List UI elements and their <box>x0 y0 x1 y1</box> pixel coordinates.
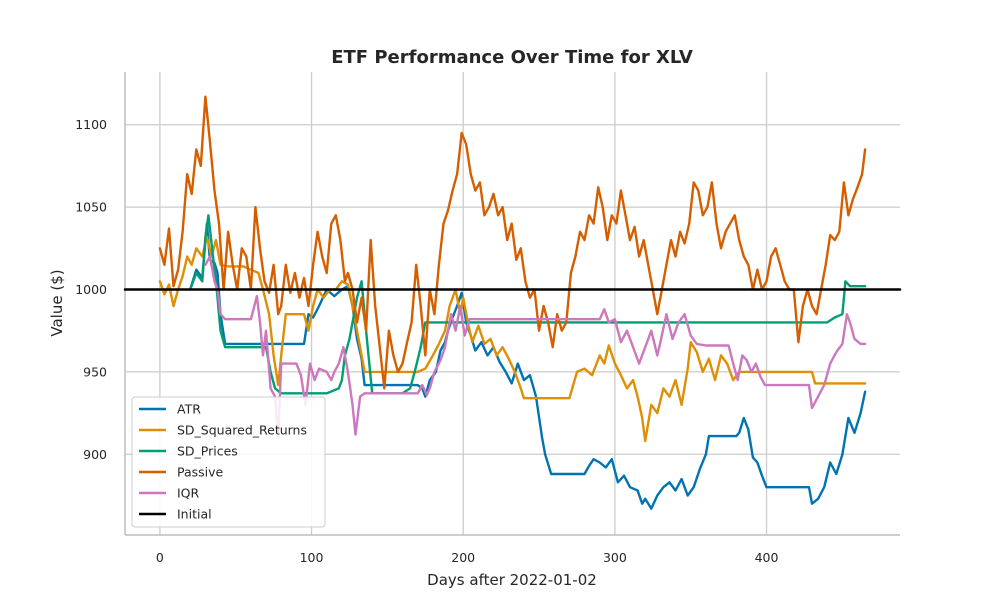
series-line-iqr <box>204 255 867 439</box>
x-axis-label: Days after 2022-01-02 <box>427 571 597 589</box>
legend: ATR SD_Squared_Returns SD_Prices Passive IQR… <box>131 396 326 528</box>
x-tick-label: 400 <box>755 550 779 565</box>
tick-labels: 0 100 200 300 400 900 950 1000 1050 1100 <box>75 117 778 565</box>
legend-box <box>131 396 326 528</box>
y-tick-label: 950 <box>83 364 107 379</box>
y-tick-label: 1050 <box>75 200 107 215</box>
x-tick-label: 100 <box>300 550 324 565</box>
legend-label-iqr: IQR <box>177 486 200 501</box>
chart-title: ETF Performance Over Time for XLV <box>331 47 693 68</box>
series-layer <box>123 95 902 510</box>
axes <box>124 72 900 536</box>
series-line-passive <box>158 95 867 390</box>
legend-label-sd-squared-returns: SD_Squared_Returns <box>177 423 307 438</box>
x-tick-label: 200 <box>451 550 475 565</box>
series-line-sd-squared-returns <box>158 235 867 443</box>
y-tick-label: 1100 <box>75 117 107 132</box>
legend-label-sd-prices: SD_Prices <box>177 444 238 459</box>
y-tick-label: 1000 <box>75 282 107 297</box>
series-line-sd-prices <box>189 214 867 395</box>
y-tick-label: 900 <box>83 447 107 462</box>
y-axis-label: Value ($) <box>48 269 66 336</box>
x-tick-label: 300 <box>603 550 627 565</box>
series-line-atr <box>189 222 867 510</box>
legend-label-passive: Passive <box>177 465 224 480</box>
x-tick-label: 0 <box>156 550 164 565</box>
legend-label-initial: Initial <box>177 507 212 522</box>
legend-label-atr: ATR <box>177 402 201 417</box>
